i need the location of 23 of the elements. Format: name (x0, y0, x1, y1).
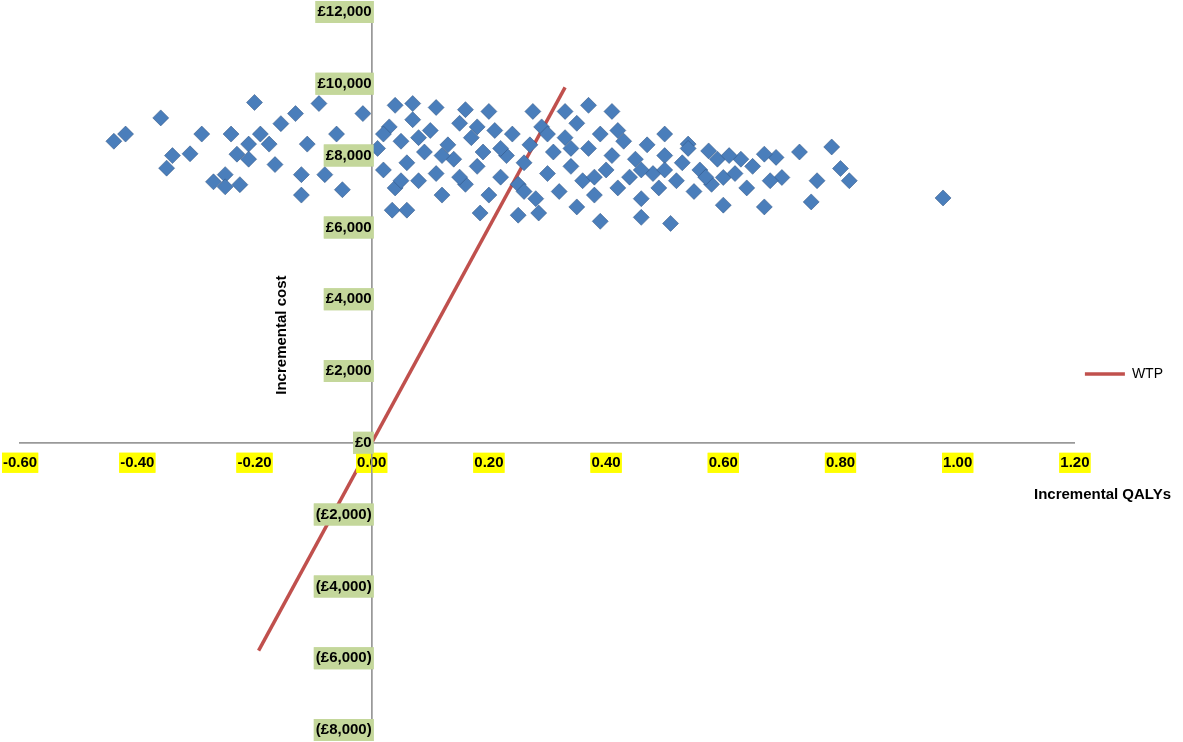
y-tick-label: (£4,000) (315, 576, 372, 594)
x-tick-label: 0.60 (708, 452, 738, 470)
x-tick-label: -0.40 (120, 452, 155, 470)
y-tick-label: (£2,000) (315, 504, 372, 522)
y-tick-label: (£8,000) (315, 720, 372, 738)
y-tick-label: £12,000 (317, 2, 372, 20)
x-tick-label: -0.60 (2, 452, 38, 470)
y-tick-label: £8,000 (325, 145, 372, 163)
x-tick-label: 0.40 (591, 452, 621, 470)
y-tick-label: £10,000 (317, 73, 372, 91)
x-tick-label: 0.80 (825, 452, 856, 470)
legend-label: WTP (1131, 364, 1164, 381)
x-tick-label: 1.20 (1060, 452, 1090, 470)
x-tick-label: -0.20 (237, 452, 272, 470)
y-tick-label: (£6,000) (315, 648, 372, 666)
x-tick-label: 0.20 (474, 452, 504, 470)
y-tick-label: £6,000 (325, 217, 372, 235)
y-axis-title: Incremental cost (271, 275, 289, 395)
y-tick-label: £2,000 (325, 361, 372, 379)
y-tick-label: £4,000 (325, 289, 372, 307)
y-tick-label: £0 (355, 432, 372, 450)
x-axis-title: Incremental QALYs (1034, 485, 1171, 503)
x-tick-label: 1.00 (943, 452, 973, 470)
